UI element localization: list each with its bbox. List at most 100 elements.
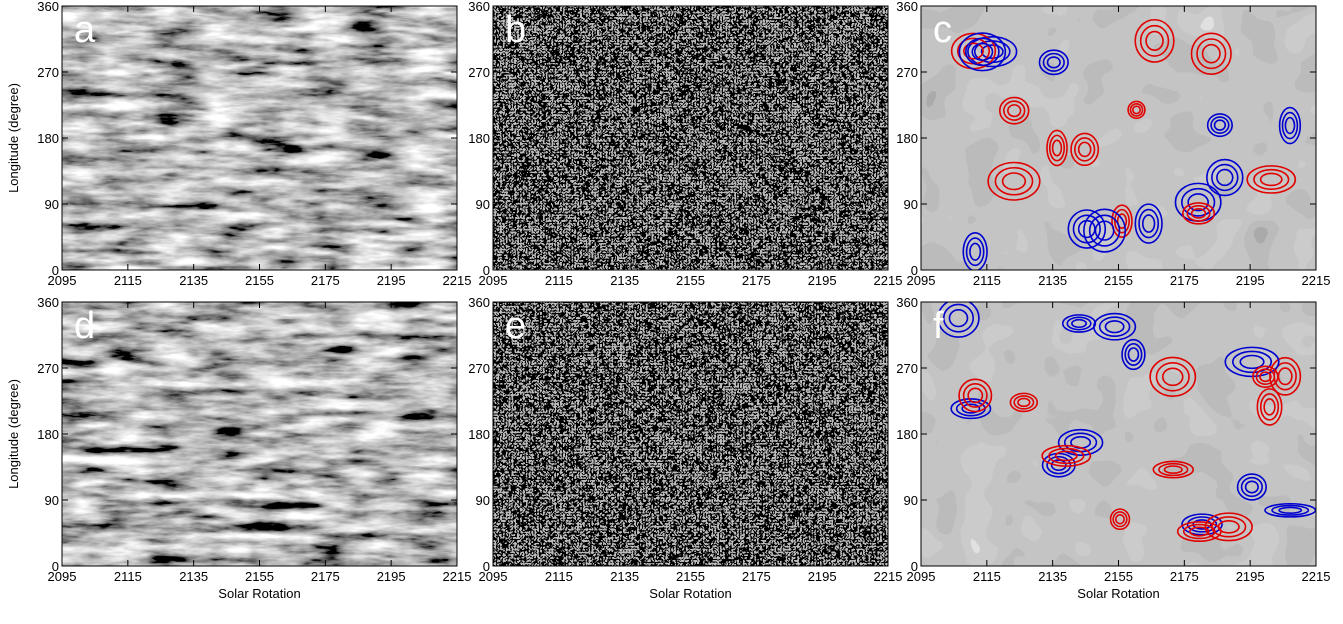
contour	[1281, 111, 1299, 140]
contour	[1204, 512, 1253, 542]
x-tick-label: 2155	[245, 569, 274, 584]
contour	[1186, 205, 1211, 222]
contour	[1149, 356, 1197, 398]
contour	[1050, 459, 1067, 472]
image-texture	[493, 302, 888, 566]
contour	[1182, 202, 1216, 225]
panel: 2095 2115 2135 2155 2175 2195 2215 0 90 180 270 360…	[6, 295, 471, 601]
contour	[1269, 356, 1302, 396]
contour	[1186, 516, 1218, 533]
contour	[1139, 24, 1170, 57]
y-tick-label: 90	[476, 493, 490, 508]
x-tick-label: 2095	[907, 273, 936, 288]
contour	[1158, 462, 1189, 477]
contour	[1088, 214, 1121, 247]
contour	[1211, 516, 1247, 538]
panel-label: a	[74, 9, 96, 51]
contour	[1013, 395, 1035, 410]
contour	[1104, 320, 1125, 334]
image	[493, 302, 888, 566]
y-tick-label: 360	[896, 295, 918, 310]
contour	[1017, 397, 1031, 408]
x-tick-label: 2135	[1038, 569, 1067, 584]
contour	[937, 302, 980, 338]
contour	[1216, 168, 1234, 187]
image-texture	[62, 6, 457, 270]
x-tick-label: 2195	[808, 569, 837, 584]
x-tick-label: 2115	[114, 569, 142, 584]
image	[921, 6, 1316, 270]
image	[493, 6, 888, 270]
contour	[1224, 346, 1280, 378]
x-tick-label: 2215	[443, 273, 472, 288]
y-tick-label: 0	[52, 263, 59, 278]
contour	[1181, 187, 1216, 217]
y-tick-label: 90	[904, 493, 918, 508]
y-tick-label: 90	[45, 493, 59, 508]
contour	[958, 378, 993, 413]
x-tick-label: 2095	[479, 569, 508, 584]
contour	[1046, 129, 1068, 167]
x-tick-label: 2095	[48, 273, 77, 288]
contour	[962, 232, 988, 270]
y-tick-label: 180	[37, 131, 59, 146]
x-axis-label: Solar Rotation	[649, 586, 731, 601]
image-texture	[62, 302, 457, 566]
contour	[1259, 393, 1280, 421]
contour	[1284, 116, 1296, 135]
x-tick-label: 2175	[742, 569, 771, 584]
contour	[1236, 473, 1267, 501]
contour	[1093, 312, 1137, 341]
contour	[1201, 43, 1221, 64]
contour	[1132, 105, 1142, 115]
contour	[1071, 318, 1088, 329]
contour	[1116, 213, 1128, 230]
y-tick-label: 360	[468, 295, 490, 310]
contour	[1138, 208, 1160, 239]
contour	[1263, 398, 1276, 416]
panel: 2095 2115 2135 2155 2175 2195 2215 0 90 180 270 360…	[468, 0, 902, 288]
contour	[967, 35, 1018, 68]
x-tick-label: 2175	[742, 273, 771, 288]
y-tick-label: 90	[45, 197, 59, 212]
contour	[961, 403, 981, 414]
contour	[1042, 52, 1065, 72]
y-tick-label: 180	[37, 427, 59, 442]
image	[62, 302, 457, 566]
contour	[1163, 465, 1183, 474]
contour	[980, 44, 1004, 59]
contour	[1121, 338, 1146, 371]
contour	[1127, 347, 1140, 362]
x-tick-label: 2135	[610, 273, 639, 288]
contour	[1109, 508, 1131, 531]
contour	[1067, 209, 1107, 249]
contour	[969, 242, 982, 261]
contour	[1127, 100, 1146, 120]
x-tick-label: 2195	[377, 569, 406, 584]
y-tick-label: 180	[468, 131, 490, 146]
x-tick-label: 2115	[545, 569, 573, 584]
contour	[994, 166, 1034, 196]
contour	[1239, 354, 1265, 370]
contour	[1246, 165, 1297, 194]
contour	[1213, 119, 1227, 131]
y-tick-label: 270	[896, 65, 918, 80]
contour	[1256, 388, 1283, 426]
y-tick-label: 0	[52, 559, 59, 574]
contour	[1141, 214, 1156, 233]
contour	[1054, 450, 1078, 462]
image	[921, 302, 1316, 566]
x-tick-label: 2115	[545, 273, 573, 288]
contour	[971, 42, 994, 61]
contour	[1190, 207, 1207, 219]
contour	[1244, 480, 1259, 494]
contour	[1206, 113, 1233, 138]
contour	[1134, 203, 1163, 244]
contour	[1181, 513, 1223, 536]
panel-label: e	[505, 305, 526, 347]
contour	[1278, 506, 1303, 514]
contour	[1111, 204, 1133, 238]
contour	[1129, 102, 1144, 117]
contour	[1252, 365, 1279, 388]
contour	[1115, 513, 1125, 525]
